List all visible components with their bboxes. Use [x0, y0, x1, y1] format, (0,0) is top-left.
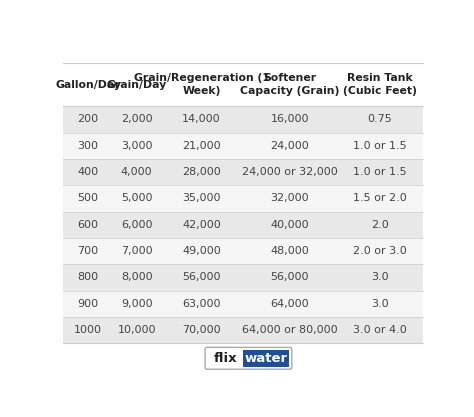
Bar — [63, 133, 423, 159]
Text: 70,000: 70,000 — [182, 325, 221, 335]
Text: 56,000: 56,000 — [182, 272, 221, 282]
Text: water: water — [244, 352, 287, 365]
Bar — [63, 63, 423, 106]
Text: 800: 800 — [78, 272, 99, 282]
Bar — [63, 211, 423, 238]
Text: 600: 600 — [78, 220, 99, 230]
Text: 24,000 or 32,000: 24,000 or 32,000 — [242, 167, 337, 177]
Text: 21,000: 21,000 — [182, 141, 221, 151]
Text: 40,000: 40,000 — [270, 220, 309, 230]
Text: 24,000: 24,000 — [270, 141, 309, 151]
Text: 32,000: 32,000 — [270, 193, 309, 203]
Text: 8,000: 8,000 — [121, 272, 153, 282]
Text: 5,000: 5,000 — [121, 193, 153, 203]
FancyBboxPatch shape — [205, 347, 292, 369]
Text: Resin Tank
(Cubic Feet): Resin Tank (Cubic Feet) — [343, 73, 417, 96]
Text: 400: 400 — [78, 167, 99, 177]
Text: 1.5 or 2.0: 1.5 or 2.0 — [353, 193, 407, 203]
Text: Grain/Day: Grain/Day — [107, 80, 167, 90]
Bar — [63, 317, 423, 343]
Text: Gallon/Day: Gallon/Day — [55, 80, 121, 90]
Text: 56,000: 56,000 — [271, 272, 309, 282]
Bar — [63, 159, 423, 185]
Text: 300: 300 — [78, 141, 99, 151]
Text: 49,000: 49,000 — [182, 246, 221, 256]
Text: 2,000: 2,000 — [121, 114, 153, 124]
Text: Softener
Capacity (Grain): Softener Capacity (Grain) — [240, 73, 339, 96]
Text: 64,000: 64,000 — [270, 299, 309, 309]
Bar — [63, 238, 423, 264]
Text: 3.0: 3.0 — [371, 299, 389, 309]
Text: 3,000: 3,000 — [121, 141, 153, 151]
Bar — [208, 350, 243, 367]
Text: 48,000: 48,000 — [270, 246, 309, 256]
Bar — [63, 291, 423, 317]
Text: 900: 900 — [78, 299, 99, 309]
Bar — [243, 350, 289, 367]
Text: 4,000: 4,000 — [121, 167, 153, 177]
Text: 64,000 or 80,000: 64,000 or 80,000 — [242, 325, 337, 335]
Text: 10,000: 10,000 — [118, 325, 156, 335]
Text: 2.0 or 3.0: 2.0 or 3.0 — [353, 246, 407, 256]
Text: Grain/Regeneration (1
Week): Grain/Regeneration (1 Week) — [134, 73, 269, 96]
Text: 200: 200 — [78, 114, 99, 124]
Text: 6,000: 6,000 — [121, 220, 153, 230]
Text: 700: 700 — [78, 246, 99, 256]
Text: 7,000: 7,000 — [121, 246, 153, 256]
Text: 9,000: 9,000 — [121, 299, 153, 309]
Text: 14,000: 14,000 — [182, 114, 221, 124]
Text: 42,000: 42,000 — [182, 220, 221, 230]
Text: 2.0: 2.0 — [371, 220, 389, 230]
Text: flix: flix — [214, 352, 237, 365]
Text: 16,000: 16,000 — [271, 114, 309, 124]
Text: 3.0 or 4.0: 3.0 or 4.0 — [353, 325, 407, 335]
Text: 0.75: 0.75 — [367, 114, 392, 124]
Text: 500: 500 — [78, 193, 99, 203]
Text: 63,000: 63,000 — [182, 299, 221, 309]
Bar — [63, 106, 423, 133]
Text: 1.0 or 1.5: 1.0 or 1.5 — [353, 141, 407, 151]
Text: 35,000: 35,000 — [182, 193, 221, 203]
Text: 1000: 1000 — [74, 325, 102, 335]
Bar — [63, 264, 423, 291]
Text: 28,000: 28,000 — [182, 167, 221, 177]
Text: 1.0 or 1.5: 1.0 or 1.5 — [353, 167, 407, 177]
Bar — [63, 185, 423, 211]
Text: 3.0: 3.0 — [371, 272, 389, 282]
